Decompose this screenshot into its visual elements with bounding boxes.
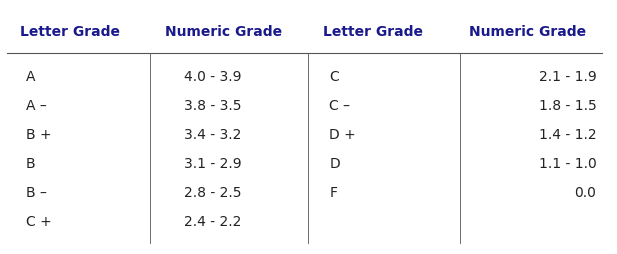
Text: 3.1 - 2.9: 3.1 - 2.9	[183, 156, 241, 170]
Text: D +: D +	[329, 128, 356, 141]
Text: F: F	[329, 185, 337, 199]
Text: A –: A –	[26, 99, 46, 113]
Text: B: B	[26, 156, 35, 170]
Text: 2.8 - 2.5: 2.8 - 2.5	[183, 185, 241, 199]
Text: Numeric Grade: Numeric Grade	[165, 25, 283, 39]
Text: C: C	[329, 70, 339, 84]
Text: 1.4 - 1.2: 1.4 - 1.2	[539, 128, 596, 141]
Text: B –: B –	[26, 185, 46, 199]
Text: 4.0 - 3.9: 4.0 - 3.9	[183, 70, 241, 84]
Text: Numeric Grade: Numeric Grade	[469, 25, 586, 39]
Text: 3.4 - 3.2: 3.4 - 3.2	[183, 128, 241, 141]
Text: Letter Grade: Letter Grade	[20, 25, 120, 39]
Text: C –: C –	[329, 99, 350, 113]
Text: 2.1 - 1.9: 2.1 - 1.9	[539, 70, 596, 84]
Text: 2.4 - 2.2: 2.4 - 2.2	[183, 214, 241, 228]
Text: D: D	[329, 156, 340, 170]
Text: B +: B +	[26, 128, 51, 141]
Text: 3.8 - 3.5: 3.8 - 3.5	[183, 99, 241, 113]
Text: 0.0: 0.0	[574, 185, 596, 199]
Text: A: A	[26, 70, 35, 84]
Text: 1.1 - 1.0: 1.1 - 1.0	[539, 156, 596, 170]
Text: 1.8 - 1.5: 1.8 - 1.5	[539, 99, 596, 113]
Text: Letter Grade: Letter Grade	[323, 25, 423, 39]
Text: C +: C +	[26, 214, 51, 228]
